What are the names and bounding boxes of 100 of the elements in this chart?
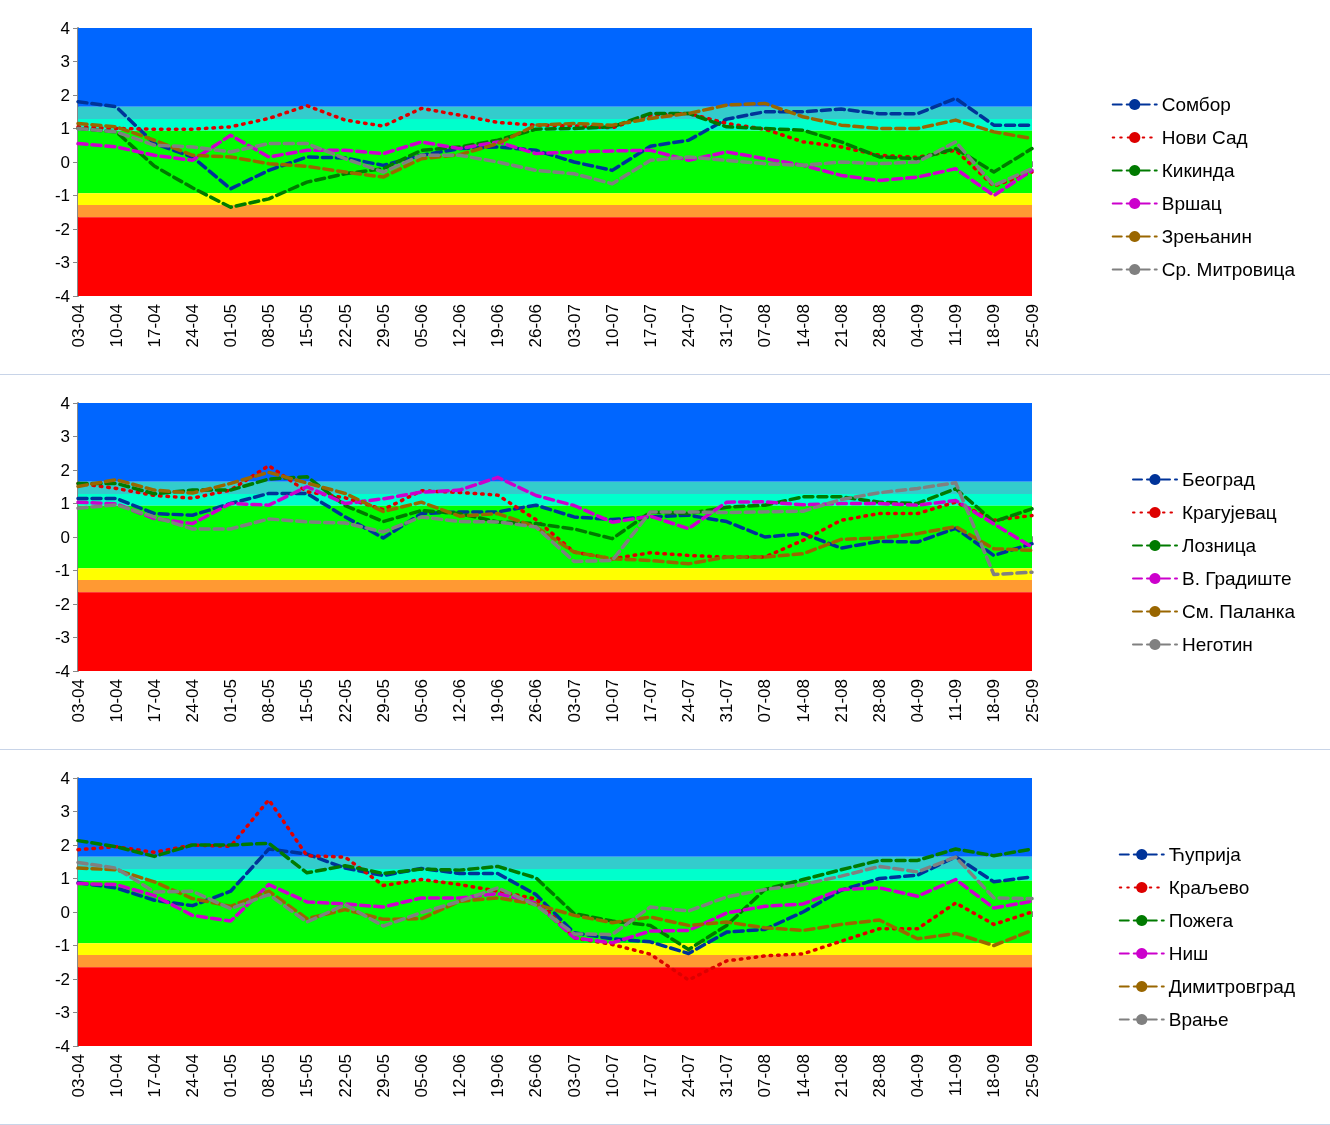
y-tick-label: 0 [60,527,70,547]
x-tick-label: 21-08 [831,1054,851,1098]
x-tick-label: 18-09 [984,1054,1004,1098]
x-tick-label: 10-04 [106,304,126,348]
x-tick-label: 31-07 [717,1054,737,1098]
y-tick-label: -1 [54,186,70,205]
y-tick-label: -1 [54,561,70,580]
legend-label: Ћуприја [1168,844,1242,865]
x-tick-label: 04-09 [908,304,928,348]
x-tick-label: 11-09 [946,679,966,722]
x-tick-label: 10-04 [106,679,126,723]
legend-label: Београд [1181,469,1255,490]
x-tick-label: 29-05 [373,304,393,348]
x-tick-label: 14-08 [793,1054,813,1098]
x-tick-label: 03-07 [564,304,584,348]
x-tick-label: 07-08 [755,304,775,348]
x-tick-label: 01-05 [221,1054,241,1098]
x-tick-label: 24-04 [182,1054,202,1098]
x-tick-label: 04-09 [908,1054,928,1098]
y-tick-label: 1 [60,869,70,888]
legend-label: В. Градиште [1181,568,1292,589]
y-tick-label: 4 [60,393,70,413]
line-series [76,798,1034,982]
x-tick-label: 12-06 [450,679,470,723]
x-tick-label: 03-04 [68,304,88,348]
legend-label: См. Паланка [1181,601,1296,622]
y-tick-label: -1 [54,936,70,955]
legend-label: Пожега [1168,910,1234,931]
y-tick-label: 2 [60,460,70,480]
x-tick-label: 03-04 [68,1054,88,1098]
legend-label: Димитровград [1168,976,1296,997]
x-tick-label: 21-08 [831,679,851,723]
x-tick-label: 28-08 [869,1054,889,1098]
x-tick-label: 01-05 [221,679,241,723]
x-tick-label: 25-09 [1022,679,1042,723]
x-tick-label: 12-06 [450,304,470,348]
x-tick-label: 26-06 [526,679,546,723]
legend-label: Кикинда [1161,160,1235,181]
legend-label: Неготин [1181,634,1253,655]
x-tick-label: 21-08 [831,304,851,348]
x-tick-label: 17-04 [144,679,164,723]
legend-label: Вршац [1161,193,1222,214]
x-tick-label: 03-04 [68,679,88,723]
x-tick-label: 03-07 [564,1054,584,1098]
x-tick-label: 03-07 [564,679,584,723]
x-tick-label: 25-09 [1022,304,1042,348]
x-tick-label: 22-05 [335,679,355,723]
y-tick-label: 0 [60,152,70,172]
legend-label: Нови Сад [1161,127,1248,148]
x-tick-label: 05-06 [411,1054,431,1098]
x-tick-label: 08-05 [259,304,279,348]
x-tick-label: 15-05 [297,1054,317,1098]
x-tick-label: 19-06 [488,679,508,723]
x-tick-label: 28-08 [869,304,889,348]
y-tick-label: 3 [60,427,70,446]
x-tick-label: 10-07 [602,679,622,723]
x-tick-label: 10-04 [106,1054,126,1098]
y-tick-label: 4 [60,768,70,788]
legend-label: Ниш [1168,943,1209,964]
y-tick-label: -4 [54,661,70,681]
x-tick-label: 24-04 [182,304,202,348]
x-tick-label: 29-05 [373,679,393,723]
y-tick-label: 3 [60,802,70,821]
x-tick-label: 17-07 [640,304,660,348]
x-tick-label: 19-06 [488,304,508,348]
x-tick-label: 17-04 [144,1054,164,1098]
x-tick-label: 05-06 [411,304,431,348]
x-tick-label: 24-04 [182,679,202,723]
x-tick-label: 31-07 [717,304,737,348]
y-tick-label: 3 [60,52,70,71]
x-tick-label: 01-05 [221,304,241,348]
x-tick-label: 08-05 [259,679,279,723]
legend-label: Крагујевац [1181,502,1277,523]
y-tick-label: -2 [54,594,70,614]
y-tick-label: 1 [60,494,70,513]
y-tick-label: 2 [60,835,70,855]
legend-label: Зрењанин [1161,226,1252,247]
y-tick-label: 2 [60,85,70,105]
x-tick-label: 14-08 [793,679,813,723]
x-tick-label: 17-04 [144,304,164,348]
y-tick-label: -4 [54,286,70,306]
x-tick-label: 15-05 [297,679,317,723]
y-tick-label: 0 [60,902,70,922]
legend-label: Сомбор [1161,94,1231,115]
x-tick-label: 11-09 [946,304,966,347]
x-tick-label: 18-09 [984,679,1004,723]
x-tick-label: 24-07 [679,304,699,348]
y-tick-label: 4 [60,18,70,38]
x-tick-label: 25-09 [1022,1054,1042,1098]
y-tick-label: 1 [60,119,70,138]
x-tick-label: 29-05 [373,1054,393,1098]
x-tick-label: 24-07 [679,1054,699,1098]
y-tick-label: -3 [54,628,70,647]
y-tick-label: -2 [54,219,70,239]
x-tick-label: 31-07 [717,679,737,723]
x-tick-label: 15-05 [297,304,317,348]
x-tick-label: 14-08 [793,304,813,348]
x-tick-label: 17-07 [640,679,660,723]
x-tick-label: 26-06 [526,1054,546,1098]
x-tick-label: 05-06 [411,679,431,723]
